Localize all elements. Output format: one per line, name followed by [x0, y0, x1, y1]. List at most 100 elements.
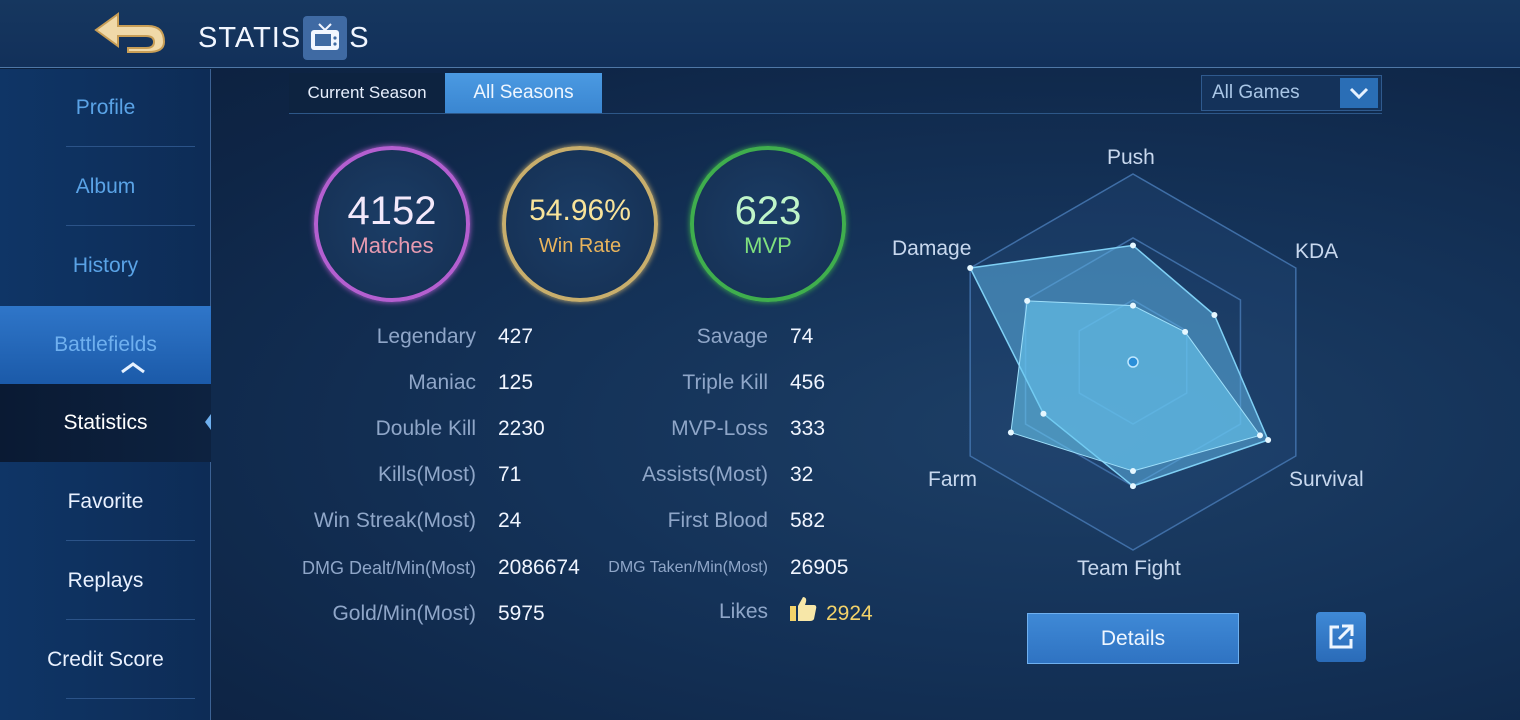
radar-point [1130, 242, 1136, 249]
radar-point [1130, 468, 1136, 475]
divider [66, 698, 195, 699]
sidebar-item-label: Battlefields [54, 333, 157, 356]
sidebar-item-label: Statistics [63, 411, 148, 434]
dropdown-selected: All Games [1212, 82, 1300, 103]
stat-label: MVP-Loss [671, 417, 768, 440]
sidebar-item-label: Credit Score [47, 648, 164, 671]
tab-underline [289, 113, 1382, 114]
sidebar-item-label: Profile [75, 96, 136, 119]
radar-point [1007, 429, 1014, 436]
radar-label-kda: KDA [1295, 240, 1339, 263]
stat-value: 582 [790, 509, 826, 532]
sidebar-item-replays[interactable]: Replays [0, 542, 211, 620]
stat-label: Gold/Min(Most) [332, 602, 476, 625]
divider [66, 225, 195, 226]
stat-value: 427 [498, 325, 534, 348]
game-mode-dropdown[interactable]: All Games [1201, 75, 1382, 111]
sidebar-item-credit-score[interactable]: Credit Score [0, 621, 211, 699]
likes-count: 2924 [826, 602, 873, 625]
radar-label-push: Push [1107, 146, 1155, 169]
sidebar-item-label: Album [75, 175, 136, 198]
radar-point [1130, 483, 1136, 490]
mvp-label: MVP [744, 233, 792, 258]
stat-value: 74 [790, 325, 814, 348]
radar-chart: Push KDA Survival Team Fight Farm Damage [880, 140, 1390, 590]
stat-label: Legendary [376, 325, 476, 348]
radar-point [1211, 312, 1218, 318]
radar-svg [967, 173, 1297, 551]
stat-label: Maniac [408, 371, 476, 394]
details-button[interactable]: Details [1027, 613, 1239, 664]
chevron-down-icon [1340, 78, 1378, 108]
stat-value: 2230 [498, 417, 545, 440]
sidebar-item-label: Replays [67, 569, 144, 592]
stat-label: Likes [718, 600, 768, 623]
mvp-value: 623 [734, 189, 802, 233]
stat-value: 26905 [790, 556, 849, 579]
stat-label: Win Streak(Most) [313, 509, 476, 532]
radar-center [1127, 356, 1139, 368]
stat-label: Double Kill [375, 417, 476, 440]
radar-label-damage: Damage [892, 237, 972, 260]
sidebar-item-label: History [72, 254, 139, 277]
page-title-left: STATIS [198, 21, 302, 54]
stat-value: 2086674 [498, 556, 580, 579]
stat-label: Kills(Most) [378, 463, 476, 486]
matches-circle: 4152 Matches [314, 146, 470, 302]
winrate-value: 54.96% [529, 194, 631, 227]
stat-value: 71 [498, 463, 522, 486]
sidebar: Profile Album History Battlefields Stati… [0, 69, 211, 720]
sidebar-item-statistics[interactable]: Statistics [0, 384, 211, 462]
back-button[interactable] [88, 6, 172, 58]
radar-label-team-fight: Team Fight [1077, 557, 1181, 580]
stat-label: Savage [696, 325, 768, 348]
page-title-right: S [349, 21, 370, 54]
sidebar-item-profile[interactable]: Profile [0, 69, 211, 147]
season-tabs: Current Season All Seasons [289, 73, 602, 113]
sidebar-item-history[interactable]: History [0, 227, 211, 305]
sidebar-item-label: Favorite [67, 490, 144, 513]
tab-all-seasons[interactable]: All Seasons [445, 73, 602, 113]
page-title: STATIS S [198, 16, 370, 60]
stat-value: 125 [498, 371, 534, 394]
stat-value: 32 [790, 463, 814, 486]
stat-value: 333 [790, 417, 826, 440]
tv-icon[interactable] [303, 16, 348, 60]
share-icon [1329, 624, 1354, 649]
stat-value: 456 [790, 371, 826, 394]
back-arrow-icon [94, 12, 166, 53]
sidebar-item-album[interactable]: Album [0, 148, 211, 226]
stat-label: Triple Kill [682, 371, 768, 394]
stat-label: Assists(Most) [642, 463, 768, 486]
share-button[interactable] [1316, 612, 1366, 662]
stat-label: DMG Dealt/Min(Most) [301, 558, 476, 578]
radar-point [1256, 432, 1263, 439]
sidebar-item-favorite[interactable]: Favorite [0, 463, 211, 541]
radar-point [1130, 302, 1136, 309]
mvp-circle: 623 MVP [690, 146, 846, 302]
active-indicator [205, 414, 211, 430]
matches-value: 4152 [347, 189, 437, 233]
stat-label: DMG Taken/Min(Most) [608, 559, 768, 576]
chevron-up-icon [121, 362, 145, 374]
tab-current-season[interactable]: Current Season [289, 73, 445, 113]
divider [66, 619, 195, 620]
radar-point [1024, 297, 1031, 304]
radar-label-farm: Farm [928, 468, 977, 491]
divider [66, 540, 195, 541]
stat-label: First Blood [667, 509, 768, 532]
radar-label-survival: Survival [1289, 468, 1364, 491]
radar-point [1040, 410, 1047, 417]
radar-point [1265, 437, 1272, 444]
winrate-label: Win Rate [538, 235, 622, 257]
stat-value: 5975 [498, 602, 545, 625]
divider [66, 146, 195, 147]
stat-value: 24 [498, 509, 522, 532]
radar-point [967, 265, 974, 271]
top-bar: STATIS S [0, 0, 1520, 68]
sidebar-group-battlefields[interactable]: Battlefields [0, 306, 211, 384]
winrate-circle: 54.96% Win Rate [502, 146, 658, 302]
radar-point [1182, 328, 1189, 335]
thumbs-up-icon [790, 597, 817, 621]
matches-label: Matches [350, 233, 434, 258]
